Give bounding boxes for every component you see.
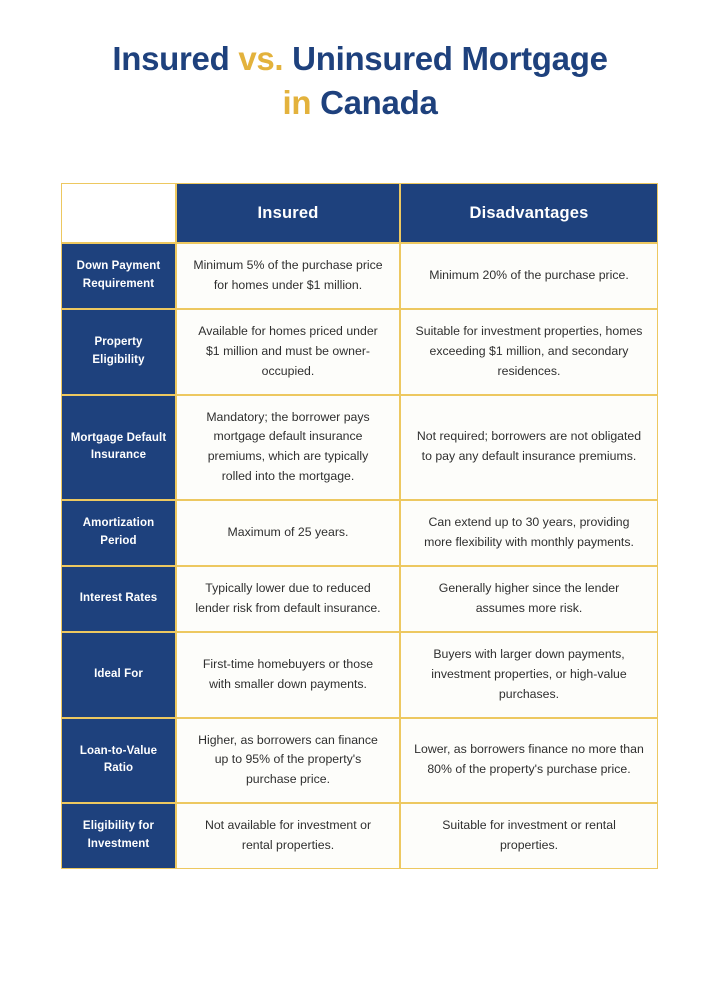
cell-insured-mortgage-default-insurance: Mandatory; the borrower pays mortgage de… [176, 394, 400, 501]
cell-uninsured-eligibility-for-investment: Suitable for investment or rental proper… [400, 803, 658, 870]
cell-insured-interest-rates: Typically lower due to reduced lender ri… [176, 565, 400, 632]
page-title-segment-insured: Insured [112, 40, 239, 77]
column-header-insured: Insured [176, 183, 400, 243]
row-label-ideal-for: Ideal For [61, 631, 176, 718]
table-row: Property Eligibility Available for homes… [61, 308, 658, 395]
row-label-down-payment-requirement: Down Payment Requirement [61, 243, 176, 309]
table-row: Interest Rates Typically lower due to re… [61, 565, 658, 632]
row-label-mortgage-default-insurance: Mortgage Default Insurance [61, 394, 176, 501]
table-header: Insured Disadvantages [61, 183, 658, 243]
cell-uninsured-property-eligibility: Suitable for investment properties, home… [400, 308, 658, 395]
table-row: Ideal For First-time homebuyers or those… [61, 631, 658, 718]
comparison-table: Insured Disadvantages Down Payment Requi… [61, 183, 658, 870]
table-row: Down Payment Requirement Minimum 5% of t… [61, 243, 658, 309]
cell-insured-amortization-period: Maximum of 25 years. [176, 500, 400, 566]
cell-uninsured-mortgage-default-insurance: Not required; borrowers are not obligate… [400, 394, 658, 501]
page-title-line-1: Insured vs. Uninsured Mortgage [0, 38, 720, 80]
page-title-segment-uninsured-mortgage: Uninsured Mortgage [283, 40, 608, 77]
table-row: Loan-to-Value Ratio Higher, as borrowers… [61, 717, 658, 804]
page-title-segment-canada: Canada [320, 84, 438, 122]
table-row: Eligibility for Investment Not available… [61, 803, 658, 870]
row-label-interest-rates: Interest Rates [61, 565, 176, 632]
cell-insured-loan-to-value-ratio: Higher, as borrowers can finance up to 9… [176, 717, 400, 804]
row-label-eligibility-for-investment: Eligibility for Investment [61, 803, 176, 870]
cell-insured-eligibility-for-investment: Not available for investment or rental p… [176, 803, 400, 870]
comparison-table-container: Insured Disadvantages Down Payment Requi… [61, 183, 658, 870]
cell-uninsured-loan-to-value-ratio: Lower, as borrowers finance no more than… [400, 717, 658, 804]
page-title-segment-vs: vs. [238, 40, 284, 77]
cell-insured-down-payment-requirement: Minimum 5% of the purchase price for hom… [176, 243, 400, 309]
cell-uninsured-ideal-for: Buyers with larger down payments, invest… [400, 631, 658, 718]
table-row: Amortization Period Maximum of 25 years.… [61, 500, 658, 566]
row-label-property-eligibility: Property Eligibility [61, 308, 176, 395]
cell-uninsured-down-payment-requirement: Minimum 20% of the purchase price. [400, 243, 658, 309]
table-row: Mortgage Default Insurance Mandatory; th… [61, 394, 658, 501]
page-title-segment-in: in [282, 84, 321, 122]
table-body: Down Payment Requirement Minimum 5% of t… [61, 243, 658, 870]
column-header-disadvantages: Disadvantages [400, 183, 658, 243]
table-corner-cell [61, 183, 176, 243]
row-label-loan-to-value-ratio: Loan-to-Value Ratio [61, 717, 176, 804]
cell-uninsured-interest-rates: Generally higher since the lender assume… [400, 565, 658, 632]
page-title: Insured vs. Uninsured Mortgage in Canada [0, 38, 720, 124]
page-title-line-2: in Canada [0, 82, 720, 124]
cell-uninsured-amortization-period: Can extend up to 30 years, providing mor… [400, 500, 658, 566]
cell-insured-ideal-for: First-time homebuyers or those with smal… [176, 631, 400, 718]
table-header-row: Insured Disadvantages [61, 183, 658, 243]
row-label-amortization-period: Amortization Period [61, 500, 176, 566]
cell-insured-property-eligibility: Available for homes priced under $1 mill… [176, 308, 400, 395]
